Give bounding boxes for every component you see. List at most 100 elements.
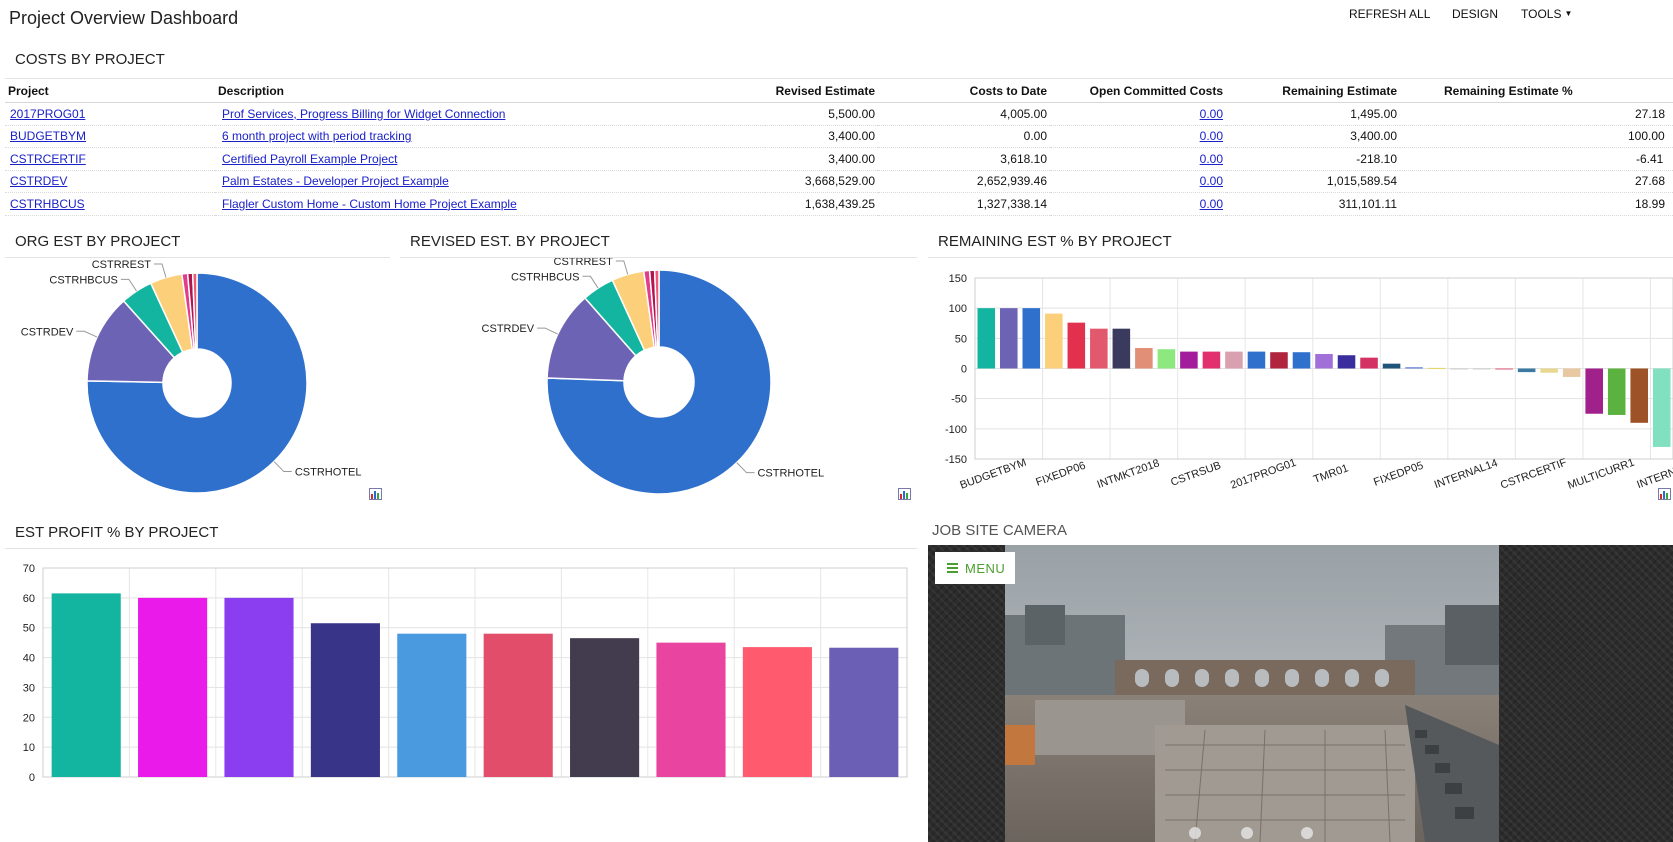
tools-menu-button[interactable]: TOOLS ▼ xyxy=(1521,7,1572,21)
pie-leader-line xyxy=(615,260,629,275)
open-committed-costs-link[interactable]: 0.00 xyxy=(1199,196,1223,211)
pie-slice-label: CSTRDEV xyxy=(21,326,74,338)
y-tick-label: 60 xyxy=(23,593,35,605)
pie-slice-label: CSTRDEV xyxy=(482,323,535,335)
chart-bar xyxy=(570,638,640,777)
chart-export-icon[interactable] xyxy=(898,488,911,500)
refresh-all-button[interactable]: REFRESH ALL xyxy=(1349,7,1431,21)
pie-leader-line xyxy=(120,278,137,292)
remaining-pct-title: REMAINING EST % BY PROJECT xyxy=(938,233,1172,250)
x-tick-label: CSTRSUB xyxy=(1169,460,1222,489)
costs-to-date-cell: 4,005.00 xyxy=(878,102,1050,126)
column-header-revised-estimate[interactable]: Revised Estimate xyxy=(765,78,878,103)
chart-bar xyxy=(1180,351,1198,369)
chart-bar xyxy=(1382,363,1401,369)
open-committed-costs-link[interactable]: 0.00 xyxy=(1199,174,1223,189)
chart-bar xyxy=(1360,357,1378,369)
chart-bar xyxy=(1472,368,1491,370)
project-link[interactable]: BUDGETBYM xyxy=(10,129,87,144)
column-header-remaining-estimate-pct[interactable]: Remaining Estimate % xyxy=(1400,78,1673,103)
chart-bar xyxy=(1045,313,1063,369)
pie-leader-line xyxy=(154,263,167,278)
costs-to-date-cell: 3,618.10 xyxy=(878,147,1050,171)
camera-feed-image[interactable] xyxy=(1005,545,1499,842)
remaining-estimate-pct-cell: 27.68 xyxy=(1400,170,1673,193)
table-header-row: Project Description Revised Estimate Cos… xyxy=(5,78,1673,103)
description-link[interactable]: Certified Payroll Example Project xyxy=(222,151,398,166)
y-tick-label: 50 xyxy=(955,333,967,345)
x-tick-label: INTMKT2018 xyxy=(1096,457,1162,491)
camera-menu-button[interactable]: MENU xyxy=(935,552,1015,584)
open-committed-costs-link[interactable]: 0.00 xyxy=(1199,151,1223,166)
hamburger-icon xyxy=(947,561,958,575)
pie-slice xyxy=(546,269,772,495)
description-link[interactable]: 6 month project with period tracking xyxy=(222,129,412,144)
revised-estimate-cell: 1,638,439.25 xyxy=(765,192,878,216)
pie-leader-line xyxy=(582,275,599,289)
chart-bar xyxy=(1405,367,1423,369)
chart-bar xyxy=(1427,367,1446,369)
y-tick-label: 0 xyxy=(961,364,967,376)
design-button[interactable]: DESIGN xyxy=(1452,7,1499,21)
column-header-costs-to-date[interactable]: Costs to Date xyxy=(878,78,1050,103)
pie-slice-label: CSTRREST xyxy=(92,259,152,271)
table-row: CSTRCERTIF Certified Payroll Example Pro… xyxy=(5,147,1673,171)
chart-bar xyxy=(1630,368,1649,423)
pie-slice xyxy=(546,296,637,382)
chart-bar xyxy=(1337,355,1356,369)
table-row: BUDGETBYM 6 month project with period tr… xyxy=(5,125,1673,148)
project-link[interactable]: 2017PROG01 xyxy=(10,106,86,121)
remaining-estimate-cell: 311,101.11 xyxy=(1226,192,1400,216)
column-header-remaining-estimate[interactable]: Remaining Estimate xyxy=(1226,78,1400,103)
remaining-estimate-pct-cell: 18.99 xyxy=(1400,192,1673,216)
x-tick-label: FIXEDP05 xyxy=(1372,460,1425,489)
chevron-down-icon: ▼ xyxy=(1564,9,1573,18)
chart-bar xyxy=(1157,349,1176,369)
tools-label: TOOLS xyxy=(1521,7,1562,21)
chart-export-icon[interactable] xyxy=(1658,488,1671,500)
pie-slice-label: CSTRREST xyxy=(554,258,614,268)
plot-frame xyxy=(42,567,908,778)
pie-leader-line xyxy=(537,327,558,335)
costs-to-date-cell: 1,327,338.14 xyxy=(878,192,1050,216)
column-header-description[interactable]: Description xyxy=(215,78,765,103)
pie-slice xyxy=(191,272,198,350)
open-committed-costs-link[interactable]: 0.00 xyxy=(1199,129,1223,144)
open-committed-costs-link[interactable]: 0.00 xyxy=(1199,106,1223,121)
y-tick-label: 40 xyxy=(23,653,35,665)
y-tick-label: 30 xyxy=(23,682,35,694)
y-tick-label: -50 xyxy=(951,394,967,406)
description-link[interactable]: Palm Estates - Developer Project Example xyxy=(222,174,449,189)
revised-est-title: REVISED EST. BY PROJECT xyxy=(410,233,610,250)
column-header-open-committed-costs[interactable]: Open Committed Costs xyxy=(1050,78,1226,103)
description-link[interactable]: Flagler Custom Home - Custom Home Projec… xyxy=(222,196,517,211)
divider xyxy=(928,257,1673,258)
project-link[interactable]: CSTRDEV xyxy=(10,174,68,189)
chart-bar xyxy=(1022,308,1041,369)
chart-bar xyxy=(138,597,208,777)
x-tick-label: INTERNAL20 xyxy=(1635,457,1673,491)
revised-est-pie-chart: CSTRHOTEL CSTRDEV CSTRHBCUS CSTRREST xyxy=(482,258,824,495)
chart-bar xyxy=(1090,328,1108,369)
x-tick-label: TMR01 xyxy=(1312,462,1350,486)
y-tick-label: 150 xyxy=(949,273,967,285)
pie-slice xyxy=(86,272,308,494)
y-tick-label: 50 xyxy=(23,623,35,635)
chart-bar xyxy=(829,647,899,777)
divider xyxy=(5,548,917,549)
chart-bar xyxy=(1135,347,1153,369)
remaining-estimate-cell: -218.10 xyxy=(1226,147,1400,171)
project-link[interactable]: CSTRHBCUS xyxy=(10,196,85,211)
column-header-project[interactable]: Project xyxy=(5,78,215,103)
x-tick-label: INTERNAL14 xyxy=(1433,457,1500,491)
project-link[interactable]: CSTRCERTIF xyxy=(10,151,86,166)
profit-pct-title: EST PROFIT % BY PROJECT xyxy=(15,524,219,541)
remaining-estimate-pct-cell: -6.41 xyxy=(1400,147,1673,171)
description-link[interactable]: Prof Services, Progress Billing for Widg… xyxy=(222,106,506,121)
chart-export-icon[interactable] xyxy=(369,488,382,500)
costs-table: Project Description Revised Estimate Cos… xyxy=(5,78,1673,216)
chart-bar xyxy=(1270,352,1288,369)
chart-bar xyxy=(397,633,467,777)
camera-menu-label: MENU xyxy=(965,560,1006,576)
